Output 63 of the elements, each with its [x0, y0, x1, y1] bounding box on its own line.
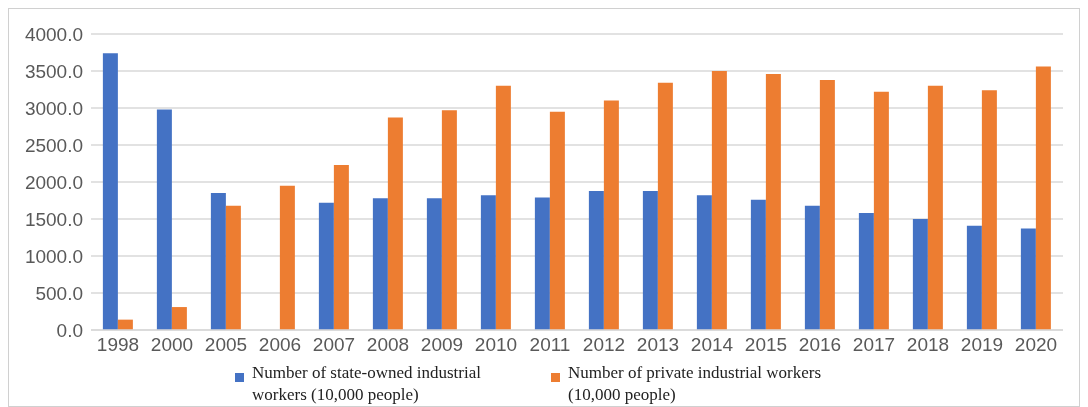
- bar: [765, 73, 781, 330]
- bar: [426, 198, 442, 330]
- bar: [981, 90, 997, 330]
- y-tick-label: 0.0: [56, 319, 83, 341]
- y-tick-label: 2000.0: [24, 171, 83, 193]
- bar: [603, 100, 619, 330]
- bar: [588, 190, 604, 330]
- bar: [171, 307, 187, 330]
- x-tick-label: 2007: [312, 334, 356, 356]
- x-tick-label: 2013: [636, 334, 680, 356]
- bar: [804, 205, 820, 330]
- bar: [495, 85, 511, 330]
- y-tick-label: 1500.0: [24, 208, 83, 230]
- y-tick-label: 3500.0: [24, 60, 83, 82]
- x-tick-label: 2005: [204, 334, 248, 356]
- x-tick-label: 2010: [474, 334, 518, 356]
- bar: [225, 205, 241, 330]
- bar: [387, 117, 403, 330]
- bar: [912, 219, 928, 330]
- y-tick-label: 4000.0: [24, 23, 83, 45]
- x-tick-label: 2015: [744, 334, 788, 356]
- bar: [102, 53, 118, 330]
- bar: [927, 85, 943, 330]
- bar: [279, 185, 295, 330]
- y-tick-label: 1000.0: [24, 245, 83, 267]
- bar: [1020, 228, 1036, 330]
- x-tick-label: 2006: [258, 334, 302, 356]
- bar: [156, 109, 172, 330]
- y-tick-label: 2500.0: [24, 134, 83, 156]
- bar: [210, 193, 226, 330]
- bar: [534, 197, 550, 330]
- x-tick-label: 1998: [96, 334, 140, 356]
- bar: [318, 202, 334, 330]
- legend-label: Number of state-owned industrial workers (10,000 people): [252, 362, 482, 406]
- bar: [441, 110, 457, 330]
- x-tick-label: 2014: [690, 334, 734, 356]
- x-tick-label: 2000: [150, 334, 194, 356]
- x-tick-label: 2009: [420, 334, 464, 356]
- bar: [858, 213, 874, 330]
- x-tick-label: 2017: [852, 334, 896, 356]
- y-tick-label: 3000.0: [24, 97, 83, 119]
- bar: [657, 82, 673, 330]
- bar: [696, 195, 712, 330]
- bar: [549, 111, 565, 330]
- x-tick-label: 2018: [906, 334, 950, 356]
- x-tick-label: 2008: [366, 334, 410, 356]
- bar: [1035, 66, 1051, 330]
- x-tick-label: 2012: [582, 334, 626, 356]
- bar: [333, 164, 349, 330]
- bar: [480, 195, 496, 330]
- bar: [642, 190, 658, 330]
- bar: [372, 198, 388, 330]
- bar: [750, 199, 766, 330]
- x-tick-label: 2011: [529, 334, 571, 356]
- bar: [711, 71, 727, 330]
- bar: [873, 91, 889, 330]
- x-tick-label: 2020: [1014, 334, 1058, 356]
- bar: [819, 79, 835, 330]
- y-tick-label: 500.0: [35, 282, 83, 304]
- legend-label: Number of private industrial workers (10,000 people): [568, 362, 823, 406]
- x-tick-label: 2016: [798, 334, 842, 356]
- x-tick-label: 2019: [960, 334, 1004, 356]
- bar: [966, 225, 982, 330]
